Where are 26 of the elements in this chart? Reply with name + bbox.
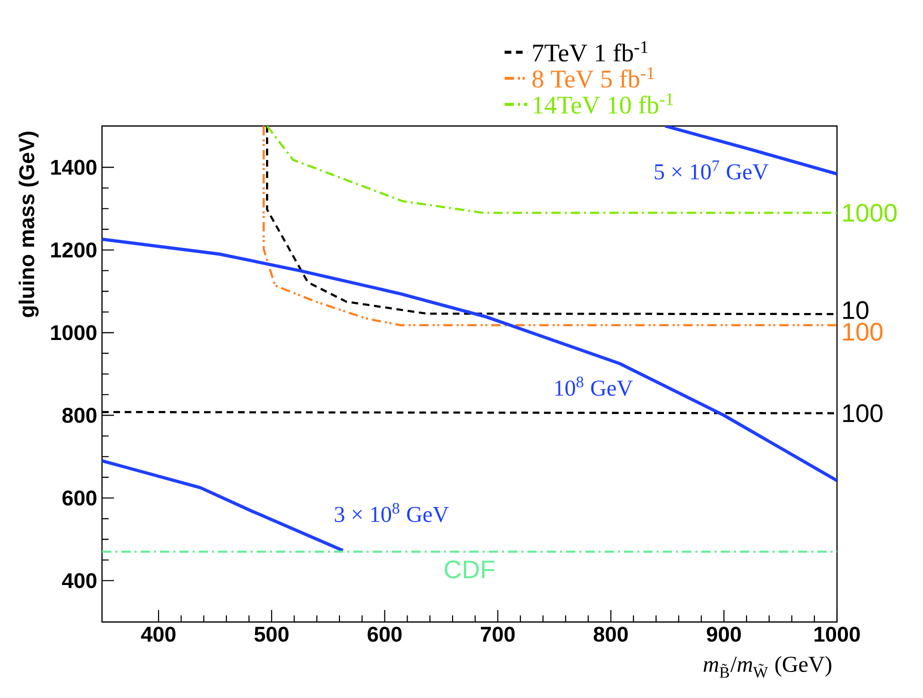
legend-label: 14TeV 10 fb$^{-1}$: [534, 93, 673, 114]
x-tick-label: 800: [594, 626, 628, 642]
ref-line-label: CDF: [444, 560, 494, 578]
legend-label: 7TeV 1 fb$^{-1}$: [533, 41, 648, 62]
annotation: 100: [843, 404, 883, 422]
legend-label: 8 TeV 5 fb$^{-1}$: [532, 67, 654, 88]
y-axis-title: gluino mass (GeV): [18, 132, 39, 318]
annotation: 100: [843, 322, 883, 341]
x-tick-label: 1000: [814, 626, 860, 642]
y-tick-label: 1400: [51, 160, 96, 175]
annotation: 10$^{8}$ GeV: [555, 376, 633, 396]
y-tick-label: 400: [62, 573, 96, 588]
y-tick-label: 800: [62, 408, 96, 423]
annotation: 3 × 10$^{8}$ GeV: [334, 502, 449, 522]
x-tick-label: 400: [141, 626, 176, 642]
x-axis-title: m$_{B̃}$/m$_{W̃}$ (GeV): [704, 656, 832, 678]
x-tick-label: 700: [480, 626, 515, 642]
annotation: 1000: [843, 204, 897, 222]
annotation: 5 × 10$^{7}$ GeV: [654, 160, 768, 180]
y-tick-label: 1200: [51, 242, 96, 258]
y-tick-label: 600: [62, 490, 96, 506]
y-tick-label: 1000: [51, 325, 96, 340]
x-tick-label: 900: [706, 626, 741, 642]
annotation: 10: [843, 301, 868, 320]
x-tick-label: 600: [368, 626, 402, 642]
x-tick-label: 500: [254, 626, 289, 642]
